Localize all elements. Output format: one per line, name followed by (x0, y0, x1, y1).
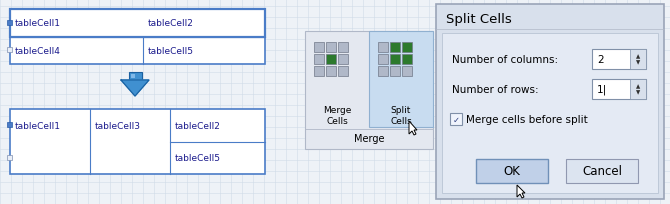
Polygon shape (517, 185, 525, 198)
Bar (326, 66, 336, 77)
Text: tableCell2: tableCell2 (147, 19, 194, 28)
Text: Cancel: Cancel (582, 165, 622, 178)
Text: 2: 2 (597, 55, 604, 65)
Bar (338, 66, 348, 77)
Bar (378, 42, 389, 53)
Bar (630, 80, 646, 100)
Bar (326, 42, 336, 53)
Text: tableCell2: tableCell2 (175, 121, 221, 130)
Text: OK: OK (504, 165, 521, 178)
Bar (7, 48, 12, 53)
Bar (10, 110, 265, 174)
Text: Number of columns:: Number of columns: (452, 55, 558, 65)
Text: Split
Cells: Split Cells (390, 106, 412, 125)
Text: Merge
Cells: Merge Cells (323, 106, 351, 125)
Bar (476, 159, 548, 183)
Bar (338, 42, 348, 53)
Text: ▼: ▼ (636, 90, 640, 95)
Bar (442, 34, 658, 193)
Bar (566, 159, 638, 183)
Text: Split Cells: Split Cells (446, 13, 512, 26)
Text: tableCell4: tableCell4 (15, 47, 61, 55)
Bar (7, 21, 12, 26)
Bar (450, 113, 462, 125)
Bar (7, 123, 12, 128)
Text: Merge: Merge (354, 133, 385, 143)
Bar (402, 54, 412, 65)
Bar (7, 155, 12, 160)
Bar (326, 54, 336, 65)
Bar (338, 54, 348, 65)
Bar (402, 66, 412, 77)
Polygon shape (409, 121, 417, 135)
Bar (592, 80, 646, 100)
Bar (592, 50, 646, 70)
Bar (314, 66, 324, 77)
Bar (378, 54, 389, 65)
Text: tableCell3: tableCell3 (95, 121, 141, 130)
Text: Number of rows:: Number of rows: (452, 85, 539, 94)
Bar (436, 5, 664, 199)
Bar (378, 66, 389, 77)
Bar (10, 10, 265, 65)
Text: 1|: 1| (597, 84, 607, 95)
Bar (314, 42, 324, 53)
Bar (369, 32, 433, 127)
Polygon shape (121, 81, 149, 96)
Bar (314, 54, 324, 65)
Bar (630, 50, 646, 70)
Text: ▲: ▲ (636, 84, 640, 89)
Text: tableCell5: tableCell5 (147, 47, 194, 55)
Text: ▲: ▲ (636, 54, 640, 59)
Bar (129, 73, 141, 81)
Bar (390, 54, 400, 65)
Bar (10, 10, 265, 37)
Text: Merge cells before split: Merge cells before split (466, 114, 588, 124)
Bar (390, 42, 400, 53)
Text: tableCell5: tableCell5 (175, 153, 221, 162)
Text: ▼: ▼ (636, 60, 640, 65)
Bar (390, 66, 400, 77)
Text: tableCell1: tableCell1 (15, 121, 61, 130)
Bar (305, 32, 433, 149)
Bar (402, 42, 412, 53)
Text: tableCell1: tableCell1 (15, 19, 61, 28)
Text: ✓: ✓ (452, 115, 460, 124)
Bar (131, 75, 135, 79)
